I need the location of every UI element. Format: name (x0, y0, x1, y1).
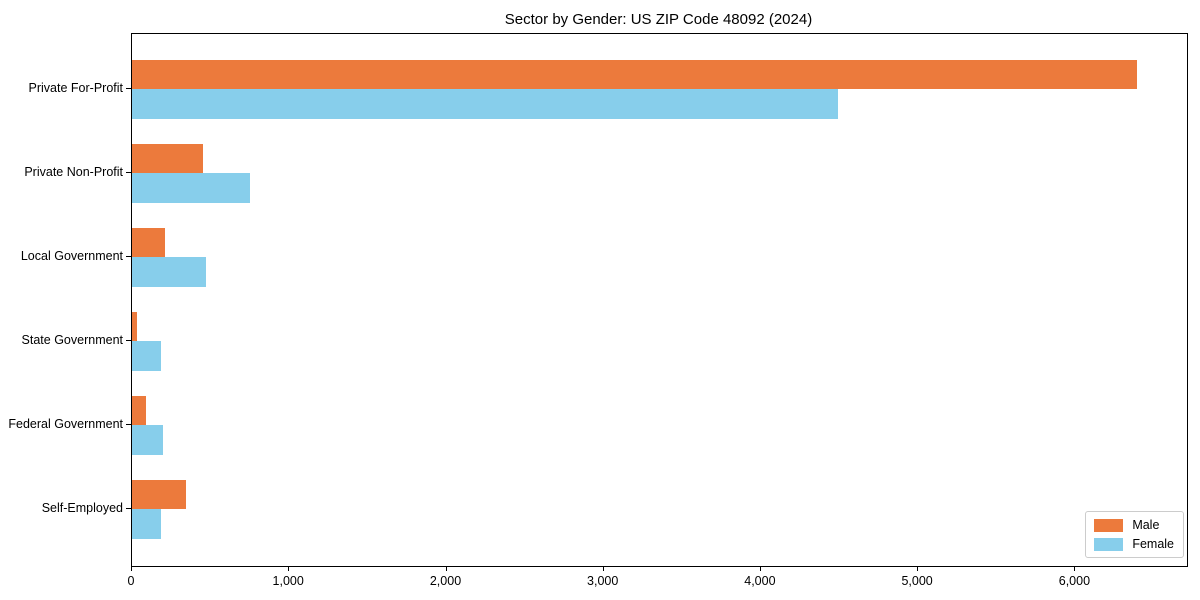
x-tick-mark (917, 566, 919, 571)
x-tick-label-0: 0 (127, 574, 135, 588)
x-tick-label-3-000: 3,000 (587, 574, 619, 588)
y-tick-mark (126, 340, 131, 341)
y-tick-mark (126, 172, 131, 173)
bar-male-state-government (132, 311, 137, 341)
x-tick-label-1-000: 1,000 (272, 574, 304, 588)
y-tick-mark (126, 508, 131, 509)
x-tick-mark (131, 566, 132, 571)
bar-female-state-government (132, 341, 162, 371)
bar-female-federal-government (132, 425, 164, 455)
y-tick-label-private-for-profit: Private For-Profit (28, 80, 123, 95)
x-tick-mark (288, 566, 290, 571)
y-tick-label-private-non-profit: Private Non-Profit (24, 164, 123, 179)
y-tick-mark (126, 424, 131, 425)
bars-layer (132, 34, 1187, 566)
bar-female-private-non-profit (132, 173, 250, 203)
legend-label-male: Male (1132, 518, 1160, 532)
x-tick-label-4-000: 4,000 (744, 574, 776, 588)
x-tick-label-2-000: 2,000 (429, 574, 462, 588)
bar-male-self-employed (132, 479, 186, 509)
legend: Male Female (1085, 511, 1184, 558)
x-tick-mark (1074, 566, 1076, 571)
x-tick-label-6-000: 6,000 (1058, 574, 1091, 588)
x-tick-label-5-000: 5,000 (901, 574, 933, 588)
bar-female-private-for-profit (132, 89, 838, 119)
bar-female-self-employed (132, 509, 162, 539)
legend-entry-male: Male (1094, 518, 1174, 532)
legend-label-female: Female (1132, 537, 1174, 551)
x-tick-mark (759, 566, 761, 571)
x-tick-mark (445, 566, 447, 571)
bar-male-federal-government (132, 395, 147, 425)
x-tick-mark (602, 566, 604, 571)
bar-male-private-non-profit (132, 143, 203, 173)
y-tick-mark (126, 256, 131, 257)
legend-entry-female: Female (1094, 537, 1174, 551)
legend-swatch-male (1094, 518, 1124, 532)
y-tick-label-state-government: State Government (21, 332, 123, 347)
chart-title: Sector by Gender: US ZIP Code 48092 (202… (504, 11, 813, 28)
y-tick-label-federal-government: Federal Government (8, 416, 123, 431)
bar-male-private-for-profit (132, 59, 1137, 89)
y-tick-mark (126, 88, 131, 89)
bar-female-local-government (132, 257, 206, 287)
plot-area: Male Female (131, 33, 1188, 567)
y-tick-label-self-employed: Self-Employed (41, 500, 123, 515)
bar-male-local-government (132, 227, 165, 257)
y-tick-label-local-government: Local Government (20, 248, 123, 263)
legend-swatch-female (1094, 537, 1124, 551)
